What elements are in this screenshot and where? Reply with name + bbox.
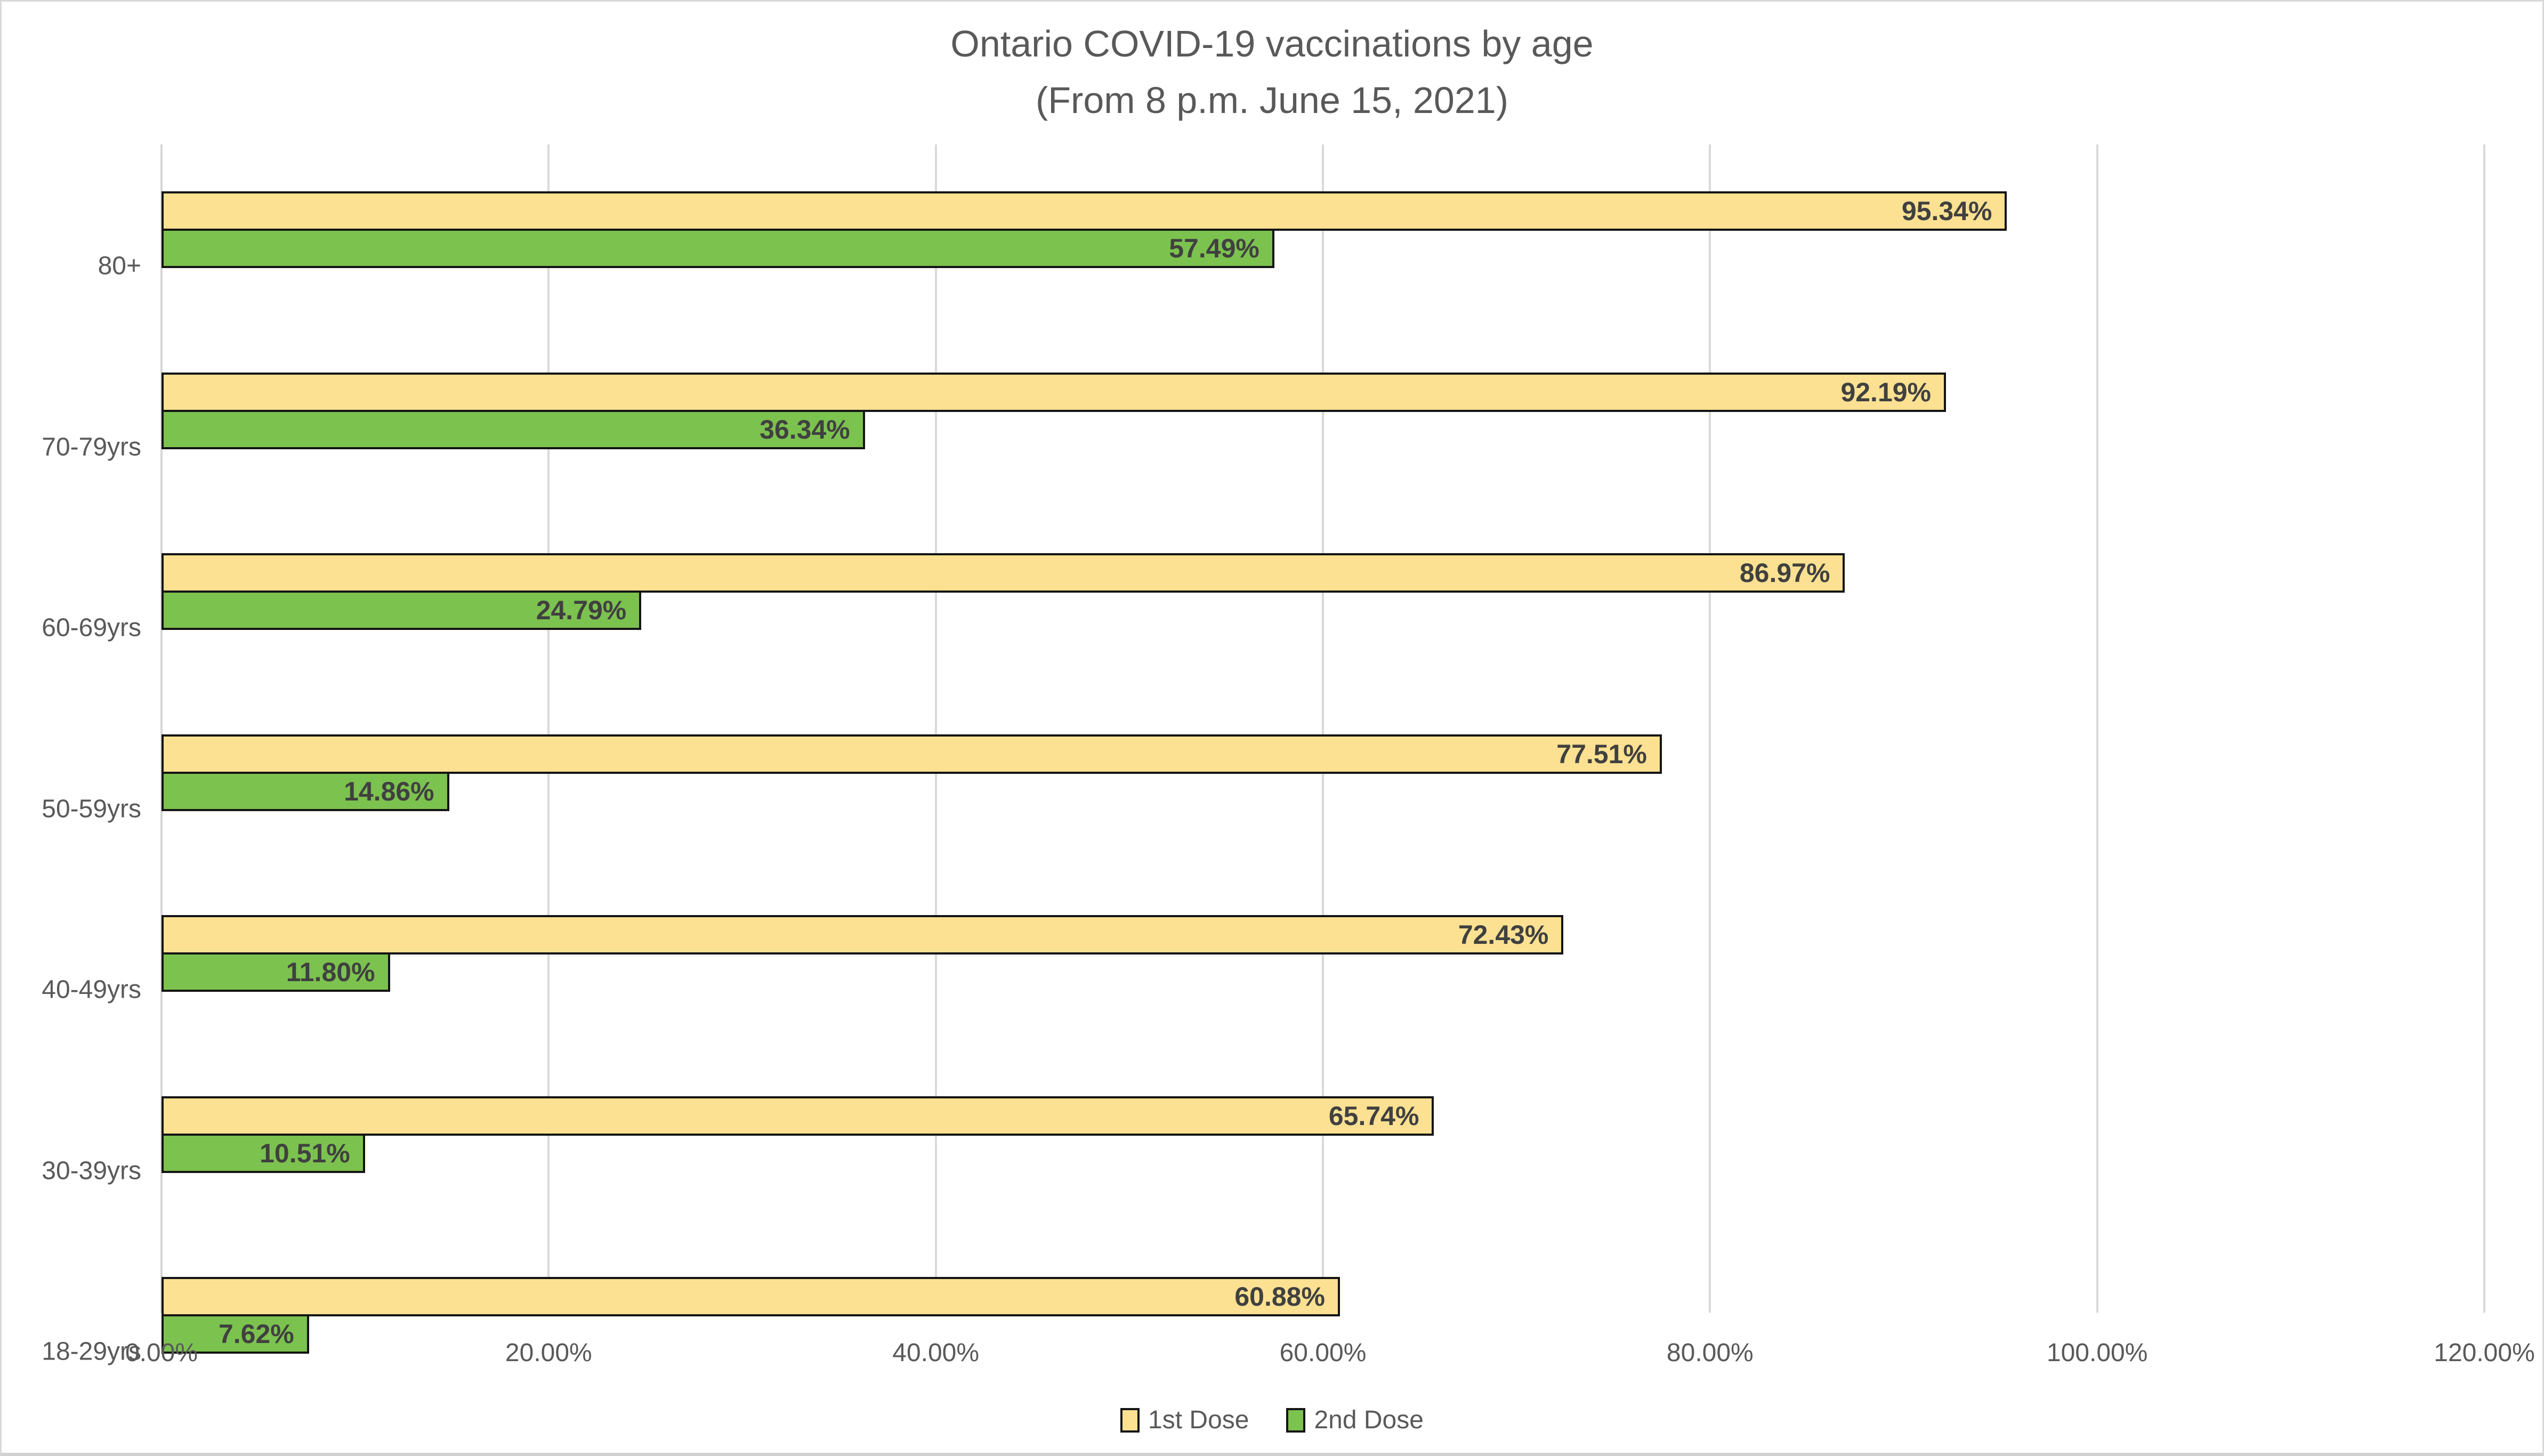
- gridline: [1709, 144, 1711, 1313]
- bar-row: 60-69yrs 86.97% 24.79%: [42, 553, 2484, 698]
- data-label: 86.97%: [1739, 558, 1830, 588]
- x-axis-tick-label: 120.00%: [2434, 1339, 2535, 1367]
- bar-2nd-dose: 24.79%: [161, 591, 642, 630]
- data-label: 11.80%: [286, 957, 375, 987]
- bar-row: 30-39yrs 65.74% 10.51%: [42, 1096, 2484, 1241]
- chart-subtitle: (From 8 p.m. June 15, 2021): [1035, 79, 1509, 121]
- x-axis-tick-label: 20.00%: [505, 1339, 592, 1367]
- data-label: 92.19%: [1840, 377, 1932, 407]
- bar-1st-dose: 65.74%: [161, 1096, 1434, 1136]
- legend-swatch-2nd-dose-icon: [1286, 1408, 1306, 1433]
- legend: 1st Dose 2nd Dose: [2, 1405, 2542, 1435]
- bar-row: 80+ 95.34% 57.49%: [98, 191, 2484, 336]
- gridline: [2096, 144, 2098, 1313]
- x-axis-tick-label: 60.00%: [1279, 1339, 1367, 1367]
- y-axis-line: [160, 144, 163, 1313]
- bar-1st-dose: 92.19%: [161, 372, 1947, 412]
- bar-row: 40-49yrs 72.43% 11.80%: [42, 915, 2484, 1060]
- x-axis-tick-label: 40.00%: [892, 1339, 980, 1367]
- plot-area: 80+ 95.34% 57.49% 70-79yrs 92.19% 36.34% 60-69…: [42, 144, 2485, 1366]
- legend-label-2nd-dose: 2nd Dose: [1314, 1406, 1424, 1434]
- bar-1st-dose: 60.88%: [161, 1277, 1340, 1316]
- data-label: 7.62%: [218, 1319, 294, 1349]
- gridline: [2483, 144, 2485, 1313]
- legend-label-1st-dose: 1st Dose: [1148, 1406, 1249, 1434]
- gridline: [547, 144, 550, 1313]
- title-block: Ontario COVID-19 vaccinations by age (Fr…: [2, 15, 2542, 128]
- category-label: 50-59yrs: [42, 795, 141, 823]
- chart-title: Ontario COVID-19 vaccinations by age: [950, 23, 1594, 64]
- bar-row: 70-79yrs 92.19% 36.34%: [42, 372, 2484, 517]
- bar-2nd-dose: 57.49%: [161, 229, 1274, 268]
- data-label: 95.34%: [1901, 196, 1992, 226]
- bar-1st-dose: 95.34%: [161, 191, 2007, 231]
- data-label: 14.86%: [344, 776, 434, 806]
- x-axis-tick-label: 80.00%: [1666, 1339, 1754, 1367]
- bar-1st-dose: 77.51%: [161, 734, 1662, 774]
- data-label: 72.43%: [1458, 920, 1549, 950]
- x-axis-tick-label: 100.00%: [2046, 1339, 2148, 1367]
- category-label: 70-79yrs: [42, 433, 141, 461]
- x-axis-tick-label: 0.00%: [125, 1339, 198, 1367]
- data-label: 65.74%: [1328, 1101, 1419, 1131]
- bar-2nd-dose: 14.86%: [161, 771, 449, 811]
- data-label: 60.88%: [1234, 1282, 1325, 1312]
- data-label: 57.49%: [1169, 233, 1259, 263]
- legend-swatch-1st-dose-icon: [1120, 1408, 1140, 1433]
- bar-2nd-dose: 36.34%: [161, 409, 865, 449]
- bar-2nd-dose: 10.51%: [161, 1133, 365, 1173]
- legend-item-2nd-dose: 2nd Dose: [1286, 1405, 1424, 1435]
- data-label: 24.79%: [536, 595, 627, 625]
- category-label: 40-49yrs: [42, 975, 141, 1004]
- bar-2nd-dose: 7.62%: [161, 1314, 309, 1354]
- bar-row: 18-29yrs 60.88% 7.62%: [42, 1277, 2484, 1422]
- gridline: [1322, 144, 1324, 1313]
- bar-1st-dose: 86.97%: [161, 553, 1845, 593]
- data-label: 10.51%: [260, 1138, 350, 1168]
- bar-2nd-dose: 11.80%: [161, 952, 390, 992]
- data-label: 36.34%: [760, 414, 850, 444]
- bar-1st-dose: 72.43%: [161, 915, 1564, 955]
- x-axis: 0.00% 20.00% 40.00% 60.00% 80.00% 100.00% 120.…: [125, 1338, 2535, 1381]
- category-label: 80+: [98, 252, 141, 280]
- legend-item-1st-dose: 1st Dose: [1120, 1405, 1249, 1435]
- category-label: 60-69yrs: [42, 613, 141, 642]
- data-label: 77.51%: [1556, 739, 1647, 769]
- category-label: 30-39yrs: [42, 1156, 141, 1185]
- category-label: 18-29yrs: [42, 1337, 141, 1366]
- gridline: [934, 144, 937, 1313]
- bar-row: 50-59yrs 77.51% 14.86%: [42, 734, 2484, 879]
